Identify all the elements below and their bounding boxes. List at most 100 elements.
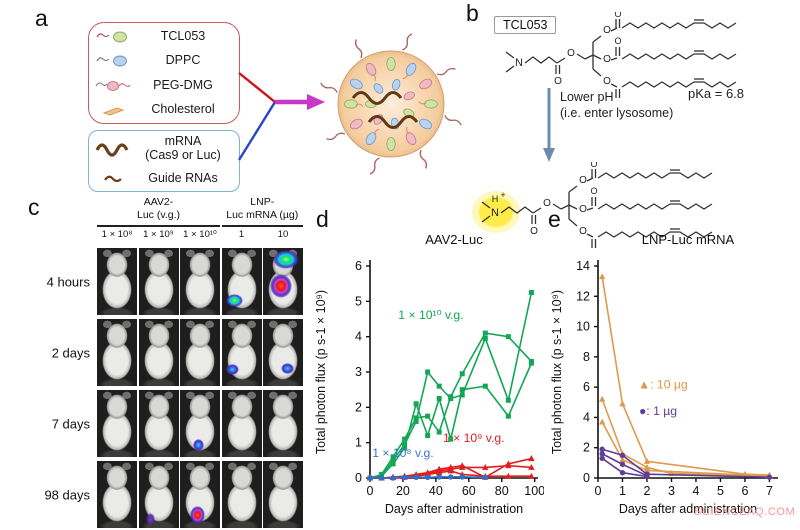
x-tick-label: 7 xyxy=(766,484,773,498)
group-header-rule xyxy=(221,225,303,227)
group-header-rule xyxy=(97,225,220,227)
lipid-head-icon xyxy=(373,83,384,94)
y-tick-label: 6 xyxy=(355,259,362,273)
data-marker xyxy=(643,457,651,464)
data-marker xyxy=(528,472,535,479)
lipid-head-icon xyxy=(349,78,363,90)
lipid-head-icon xyxy=(419,78,433,90)
y-tick-label: 1 xyxy=(355,436,362,450)
mouse-image xyxy=(138,319,179,386)
mouse-image xyxy=(180,319,220,386)
mouse-image xyxy=(180,390,220,457)
y-tick-label: 0 xyxy=(355,471,362,485)
mouse-imaging-grid: AAV2- Luc (v.g.) 1 × 10⁸ 1 × 10⁹ 1 × 10¹⁰ LNP… xyxy=(20,196,312,530)
series-annotation: ▲: 10 µg xyxy=(638,378,688,392)
data-marker xyxy=(619,400,626,407)
atom-label: O xyxy=(614,36,621,46)
cholesterol-icon xyxy=(102,107,125,116)
bioluminescence-spot xyxy=(193,438,205,451)
lipid-green-icon xyxy=(96,31,127,43)
atom-label: O xyxy=(579,226,587,237)
x-tick-label: 100 xyxy=(524,484,544,498)
watermark: SCIENCEAQ.COM xyxy=(694,506,796,518)
data-marker xyxy=(505,413,511,419)
data-marker xyxy=(459,464,466,470)
mouse-image xyxy=(263,390,303,457)
group-header-line1: LNP- xyxy=(250,196,275,208)
red-connector-line xyxy=(238,72,276,103)
data-marker xyxy=(505,334,511,340)
data-marker xyxy=(402,436,408,442)
data-marker xyxy=(459,371,465,377)
data-marker xyxy=(598,418,606,425)
dose-label: 1 × 10⁹ xyxy=(143,229,174,240)
series-line xyxy=(601,421,770,478)
peg-squiggle-icon xyxy=(444,115,462,126)
lipid-head-icon xyxy=(419,118,433,130)
data-marker xyxy=(528,360,534,366)
y-tick-label: 4 xyxy=(355,330,362,344)
data-marker xyxy=(390,461,396,467)
mixing-connector xyxy=(237,72,325,161)
lipid-tail-icon xyxy=(373,128,380,135)
y-tick-label: 6 xyxy=(583,380,590,394)
data-marker xyxy=(413,418,419,424)
atom-label: O xyxy=(554,76,562,87)
series-annotation: 1 × 10⁹ v.g. xyxy=(443,431,505,445)
timepoint-label: 98 days xyxy=(44,487,90,502)
x-tick-label: 0 xyxy=(367,484,374,498)
y-tick-label: 3 xyxy=(355,365,362,379)
series-line xyxy=(601,448,770,479)
lipid-label: PEG-DMG xyxy=(153,77,213,92)
lipid-pink-icon xyxy=(95,80,131,91)
y-tick-label: 8 xyxy=(583,350,590,364)
enter-lysosome-text: (i.e. enter lysosome) xyxy=(560,106,674,120)
atom-label: + xyxy=(500,190,505,200)
atom-label: O xyxy=(543,198,551,209)
dose-label: 1 xyxy=(238,229,245,240)
guide-rna-icon xyxy=(104,175,122,183)
formulation-arrowhead xyxy=(307,94,325,110)
x-axis-label: Days after administration xyxy=(619,502,757,516)
acyl-chain xyxy=(597,200,713,210)
panel-c-letter: c xyxy=(28,194,40,220)
acyl-chain xyxy=(597,169,713,179)
peg-squiggle-icon xyxy=(419,149,427,169)
atom-label: O xyxy=(530,226,538,237)
bioluminescence-spot xyxy=(146,512,155,525)
series-line xyxy=(601,398,770,478)
data-marker xyxy=(599,446,605,452)
data-marker xyxy=(505,397,511,403)
atom-label: O xyxy=(567,48,575,59)
data-marker xyxy=(643,464,651,470)
series-annotation: 1 × 10¹⁰ v.g. xyxy=(398,308,463,322)
lipid-blue-icon xyxy=(96,55,127,67)
dose-label: 1 × 10¹⁰ xyxy=(183,229,217,240)
group-header-line2: Luc mRNA (µg) xyxy=(226,208,299,221)
bioluminescence-spot xyxy=(273,249,300,269)
atom-label: H xyxy=(492,194,499,204)
lower-ph-arrow-icon xyxy=(543,88,555,162)
data-marker xyxy=(459,387,465,393)
lipid-components-box: TCL053 DPPC PEG-DMG Cholesterol xyxy=(88,22,240,124)
cargo-label: mRNA (Cas9 or Luc) xyxy=(145,134,221,162)
series-line xyxy=(601,276,770,476)
data-marker xyxy=(447,467,454,474)
data-marker xyxy=(378,475,385,481)
data-marker xyxy=(482,464,489,470)
data-marker xyxy=(413,415,419,421)
acyl-chain xyxy=(621,19,737,29)
data-marker xyxy=(424,474,431,480)
data-marker xyxy=(619,456,626,463)
data-marker xyxy=(598,395,606,402)
legend-row-cholesterol: Cholesterol xyxy=(95,101,231,119)
mouse-image xyxy=(180,248,220,315)
x-tick-label: 4 xyxy=(692,484,699,498)
nanoparticle-body xyxy=(337,50,445,158)
data-marker xyxy=(528,464,535,470)
lipid-tail-icon xyxy=(372,73,376,82)
lipid-tail-icon xyxy=(406,126,410,135)
y-axis-label: Total photon flux (p s-1 × 10⁹) xyxy=(550,290,564,454)
bioluminescence-spot xyxy=(190,505,206,524)
data-marker xyxy=(482,474,488,480)
